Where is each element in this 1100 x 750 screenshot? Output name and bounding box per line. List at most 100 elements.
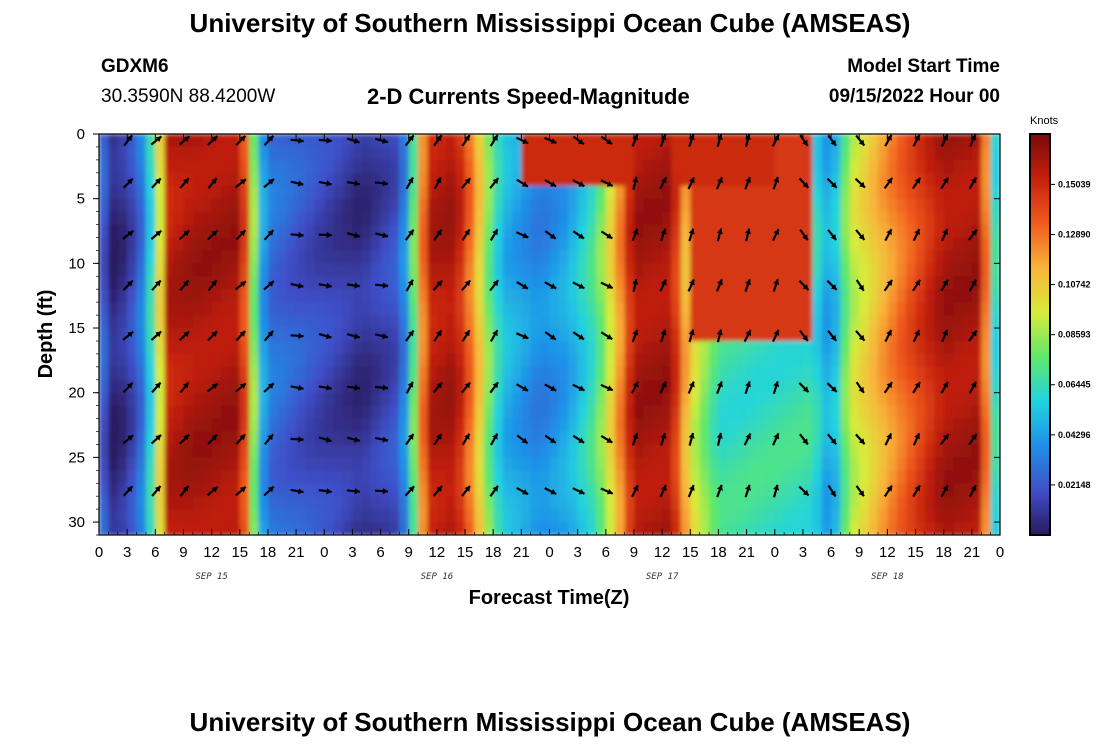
heatmap-cell	[99, 134, 109, 148]
heatmap-cell	[662, 444, 673, 458]
heatmap-cell	[192, 366, 203, 381]
heatmap-cell	[343, 457, 353, 471]
heatmap-cell	[849, 366, 860, 381]
heatmap-cell	[746, 444, 757, 458]
heatmap-cell	[727, 134, 738, 148]
heatmap-cell	[418, 470, 429, 484]
heatmap-cell	[136, 509, 147, 523]
current-vector-arrow	[826, 177, 838, 189]
heatmap-cell	[211, 315, 222, 329]
heatmap-cell	[277, 418, 288, 433]
heatmap-cell	[136, 263, 147, 277]
heatmap-cell	[418, 211, 429, 226]
heatmap-cell	[418, 224, 429, 238]
heatmap-cell	[953, 276, 964, 290]
heatmap-cell	[436, 522, 447, 535]
heatmap-cell	[474, 444, 485, 458]
heatmap-cell	[784, 353, 795, 368]
current-vector-arrow	[179, 434, 190, 445]
colorbar-label: 0.08593	[1058, 330, 1091, 340]
heatmap-cell	[117, 134, 128, 148]
heatmap-cell	[558, 392, 569, 407]
heatmap-cell	[878, 341, 888, 355]
heatmap-cell	[239, 302, 250, 316]
current-vector-arrow	[461, 381, 471, 394]
heatmap-cell	[662, 224, 673, 238]
heatmap-cell	[962, 405, 973, 420]
heatmap-cell	[643, 237, 654, 251]
current-vector-arrow	[826, 280, 838, 291]
heatmap-cell	[258, 457, 269, 471]
heatmap-cell	[277, 341, 288, 355]
heatmap-cell	[164, 159, 175, 174]
heatmap-cell	[474, 159, 485, 174]
heatmap-cell	[117, 289, 128, 303]
current-vector-arrow	[715, 278, 723, 292]
heatmap-cell	[136, 366, 147, 381]
x-tick-label: 0	[996, 544, 1004, 561]
heatmap-cell	[981, 483, 992, 497]
heatmap-cell	[296, 522, 307, 535]
heatmap-cell	[962, 431, 973, 445]
heatmap-cell	[906, 185, 917, 200]
heatmap-cell	[953, 211, 964, 226]
heatmap-cell	[746, 509, 757, 523]
heatmap-cell	[605, 470, 616, 484]
heatmap-cell	[230, 366, 241, 381]
heatmap-cell	[709, 146, 720, 161]
heatmap-cell	[802, 496, 813, 510]
heatmap-cell	[108, 276, 119, 290]
heatmap-cell	[943, 237, 954, 251]
heatmap-cell	[389, 250, 400, 264]
heatmap-cell	[286, 198, 297, 213]
current-vector-arrow	[572, 179, 585, 188]
heatmap-cell	[127, 250, 138, 264]
current-vector-arrow	[855, 433, 866, 445]
heatmap-cell	[821, 366, 832, 381]
heatmap-cell	[155, 302, 166, 316]
current-vector-arrow	[346, 137, 360, 144]
heatmap-cell	[634, 483, 644, 497]
heatmap-cell	[418, 353, 429, 368]
heatmap-cell	[962, 289, 973, 303]
heatmap-cell	[512, 185, 522, 200]
heatmap-cell	[671, 379, 682, 394]
heatmap-cell	[249, 470, 260, 484]
heatmap-cell	[502, 159, 513, 174]
heatmap-cell	[624, 418, 635, 433]
heatmap-cell	[962, 366, 973, 381]
heatmap-cell	[634, 198, 644, 213]
heatmap-cell	[634, 470, 644, 484]
heatmap-cell	[662, 496, 673, 510]
heatmap-cell	[690, 405, 701, 420]
x-tick-label: 3	[573, 544, 581, 561]
heatmap-cell	[615, 431, 626, 445]
heatmap-cell	[427, 159, 438, 174]
current-vector-arrow	[151, 177, 162, 189]
heatmap-cell	[427, 457, 438, 471]
current-vector-arrow	[489, 177, 500, 189]
heatmap-cell	[202, 496, 213, 510]
heatmap-cell	[709, 379, 720, 394]
heatmap-cell	[164, 470, 175, 484]
heatmap-cell	[127, 198, 138, 213]
heatmap-cell	[831, 250, 842, 264]
heatmap-cell	[305, 483, 316, 497]
heatmap-cell	[990, 328, 1000, 342]
heatmap-cell	[117, 509, 128, 523]
heatmap-cell	[530, 146, 541, 161]
heatmap-cell	[671, 405, 682, 420]
heatmap-cell	[915, 185, 926, 200]
heatmap-cell	[258, 509, 269, 523]
heatmap-cell	[596, 431, 607, 445]
heatmap-cell	[915, 198, 926, 213]
heatmap-cell	[896, 457, 907, 471]
heatmap-cell	[859, 224, 870, 238]
heatmap-cell	[127, 444, 138, 458]
heatmap-cell	[389, 289, 400, 303]
heatmap-cell	[821, 509, 832, 523]
heatmap-cell	[221, 405, 231, 420]
current-vector-arrow	[799, 433, 809, 446]
current-vector-arrow	[235, 485, 247, 497]
heatmap-cell	[371, 159, 382, 174]
